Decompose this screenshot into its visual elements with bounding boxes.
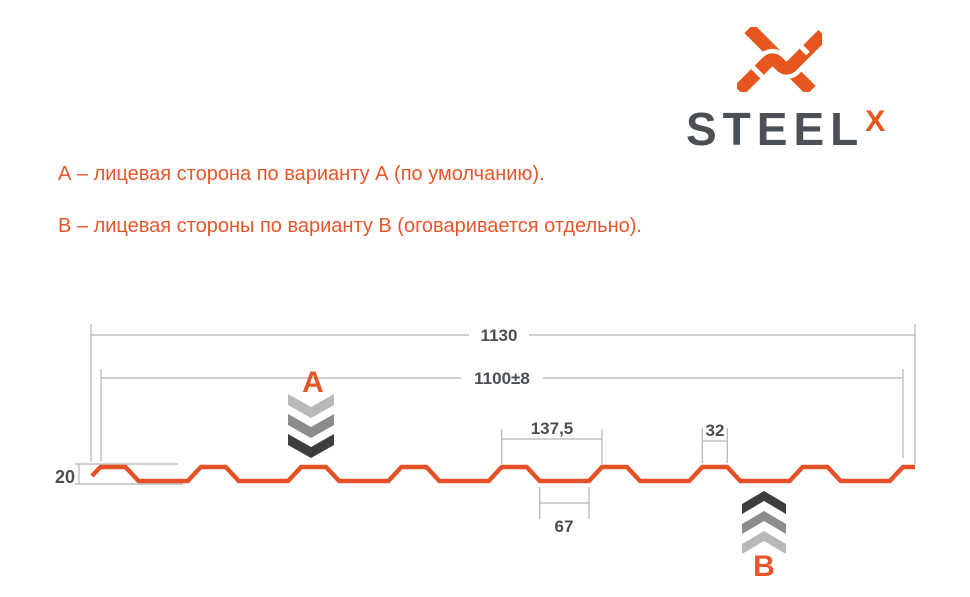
logo-wordmark: STEELX [686, 103, 886, 155]
profile-sheet-outline [90, 464, 915, 484]
logo-sup-x: X [865, 105, 886, 138]
profile-drawing: 1130 1100±8 137,5 32 [55, 324, 916, 583]
marker-a-letter: A [302, 366, 324, 399]
logo-x-cut-upper [790, 35, 810, 56]
logo-x-link-stroke [737, 29, 822, 92]
dim-crest-label: 32 [706, 421, 725, 440]
marker-side-b: B [742, 491, 786, 583]
dim-overall-width: 1130 [90, 324, 916, 464]
dim-rib-crest: 32 [701, 421, 728, 463]
chevron-up-icon [742, 531, 786, 554]
marker-side-a: A [288, 366, 334, 458]
logo-brand-text: STEEL [686, 103, 865, 155]
note-variant-a: А – лицевая сторона по варианту А (по ум… [58, 163, 545, 185]
chevron-up-icon [742, 511, 786, 534]
dim-working-width: 1100±8 [100, 369, 904, 461]
dim-rib-pitch: 137,5 [501, 419, 603, 464]
chevron-down-icon [288, 414, 334, 438]
marker-b-letter: B [753, 550, 775, 583]
dim-profile-height: 20 [55, 463, 183, 487]
dim-valley-label: 67 [555, 517, 574, 536]
dim-height-label: 20 [55, 467, 75, 487]
logo-x-cut-lower [749, 63, 769, 84]
chevron-down-icon [288, 434, 334, 458]
dim-overall-label: 1130 [481, 326, 518, 345]
dim-valley: 67 [539, 487, 590, 536]
chevron-down-icon [288, 394, 334, 418]
dim-pitch-label: 137,5 [531, 419, 574, 438]
dim-working-label: 1100±8 [474, 369, 530, 388]
steelx-logo-icon [737, 27, 822, 92]
chevron-up-icon [742, 491, 786, 514]
note-variant-b: В – лицевая стороны по варианту В (огова… [58, 215, 642, 237]
